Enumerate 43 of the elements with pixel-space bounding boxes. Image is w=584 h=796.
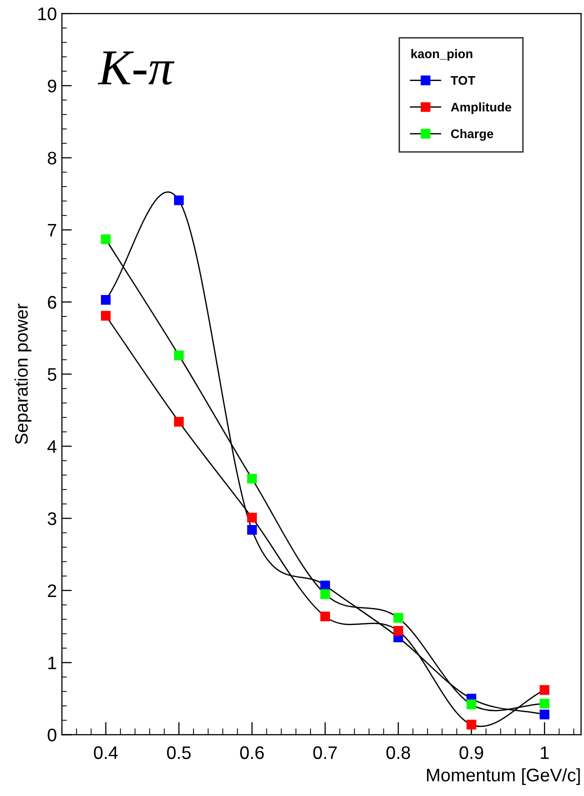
x-tick-label: 0.4 — [94, 746, 118, 760]
x-tick-label: 0.7 — [313, 746, 337, 760]
y-tick-label: 10 — [38, 7, 56, 20]
legend-label: Amplitude — [450, 102, 512, 114]
point — [247, 474, 257, 484]
x-tick-label: 0.9 — [460, 746, 484, 760]
point — [393, 626, 404, 636]
point — [466, 720, 476, 730]
x-axis-title: Momentum [GeV/c] — [427, 768, 580, 786]
point — [100, 310, 111, 321]
legend-label: TOT — [450, 76, 476, 85]
point — [174, 416, 184, 427]
point — [320, 589, 330, 599]
legend-title: kaon_pion — [411, 49, 472, 61]
y-tick-label: 8 — [48, 152, 56, 164]
y-axis-title: Separation power — [14, 304, 32, 444]
point — [540, 710, 550, 720]
point — [540, 685, 550, 695]
point — [540, 698, 550, 709]
y-tick-label: 5 — [48, 368, 56, 381]
y-tick-label: 2 — [48, 584, 56, 598]
x-tick-label: 0.6 — [240, 746, 264, 760]
y-tick-label: 6 — [48, 296, 56, 309]
point — [174, 195, 184, 206]
point — [100, 234, 111, 244]
legend-label: Charge — [451, 129, 494, 141]
y-tick-label: 9 — [48, 80, 56, 92]
point — [247, 512, 257, 522]
y-tick-label: 4 — [47, 440, 57, 453]
point — [174, 350, 184, 360]
x-tick-label: 0.5 — [167, 746, 191, 760]
point — [100, 294, 111, 305]
x-tick-label: 1 — [540, 746, 549, 759]
point — [247, 525, 257, 535]
y-tick-label: 7 — [48, 224, 56, 236]
x-tick-label: 0.8 — [386, 746, 410, 760]
annotation: K-π — [98, 52, 174, 85]
y-tick-label: 1 — [48, 656, 56, 670]
point — [393, 613, 404, 623]
point — [320, 612, 330, 622]
point — [466, 700, 476, 710]
y-tick-label: 3 — [48, 512, 56, 526]
y-tick-label: 0 — [48, 728, 56, 742]
